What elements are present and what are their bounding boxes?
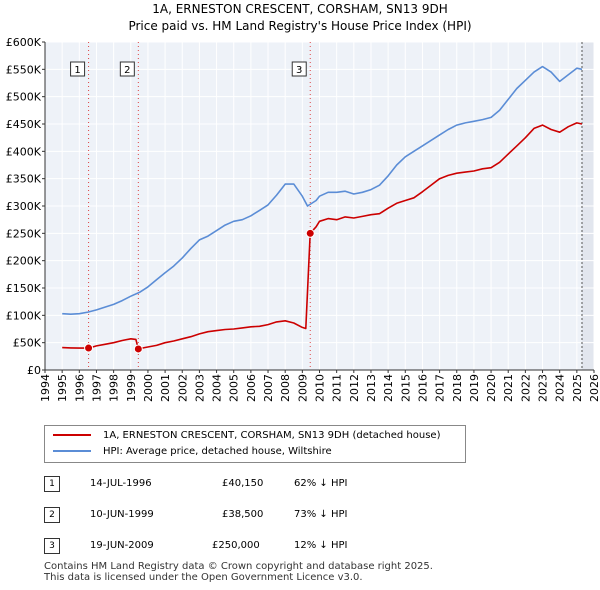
sale-number-badge: 2	[44, 507, 60, 523]
x-tick-label: 2012	[348, 374, 361, 402]
x-tick-label: 1997	[90, 374, 103, 402]
sale-price: £38,500	[222, 509, 264, 520]
x-tick-label: 2016	[416, 374, 429, 402]
sale-price: £40,150	[222, 478, 264, 489]
x-tick-label: 2017	[434, 374, 447, 402]
sale-label-box	[70, 61, 86, 77]
x-tick-label: 2001	[159, 374, 172, 402]
legend-swatch-hpi	[53, 450, 91, 452]
x-tick-label: 2021	[502, 374, 515, 402]
chart-subtitle: Price paid vs. HM Land Registry's House …	[128, 19, 472, 33]
legend: 1A, ERNESTON CRESCENT, CORSHAM, SN13 9DH…	[44, 425, 466, 463]
legend-label-property: 1A, ERNESTON CRESCENT, CORSHAM, SN13 9DH…	[103, 430, 441, 441]
sale-label-box	[119, 61, 135, 77]
x-tick-label: 2018	[451, 374, 464, 402]
x-tick-label: 2006	[245, 374, 258, 402]
x-tick-label: 2002	[176, 374, 189, 402]
legend-item-property: 1A, ERNESTON CRESCENT, CORSHAM, SN13 9DH…	[53, 430, 440, 441]
sale-price: £250,000	[212, 540, 260, 551]
sale-number-badge: 3	[44, 538, 60, 554]
y-tick-label: £250K	[6, 227, 42, 240]
y-tick-label: £400K	[6, 145, 42, 158]
x-tick-label: 2004	[211, 374, 224, 402]
sale-date: 19-JUN-2009	[90, 540, 154, 551]
x-tick-label: 2000	[142, 374, 155, 402]
y-tick-label: £100K	[6, 309, 42, 322]
sale-point	[84, 343, 94, 353]
x-tick-label: 2024	[554, 374, 567, 402]
y-tick-label: £450K	[6, 118, 42, 131]
x-tick-label: 1998	[108, 374, 121, 402]
chart-title: 1A, ERNESTON CRESCENT, CORSHAM, SN13 9DH	[152, 2, 448, 16]
x-tick-label: 1996	[73, 374, 86, 402]
sale-date: 14-JUL-1996	[90, 478, 152, 489]
footer-copyright: Contains HM Land Registry data © Crown c…	[44, 561, 433, 572]
x-tick-label: 2015	[399, 374, 412, 402]
y-tick-label: £50K	[13, 337, 42, 350]
footer-license: This data is licensed under the Open Gov…	[44, 572, 363, 583]
x-tick-label: 2010	[314, 374, 327, 402]
x-tick-label: 2014	[382, 374, 395, 402]
x-tick-label: 2007	[262, 374, 275, 402]
x-tick-label: 2020	[485, 374, 498, 402]
sale-label-text: 3	[296, 65, 302, 76]
x-tick-label: 1999	[125, 374, 138, 402]
sale-point	[133, 344, 143, 354]
x-tick-label: 1994	[39, 374, 52, 402]
sale-point	[305, 228, 315, 238]
sale-number-badge: 1	[44, 476, 60, 492]
price-chart: 1 2 3 £0 £50K £100K £150K £200K £250K £300K £350K £…	[6, 36, 600, 402]
x-tick-label: 2023	[537, 374, 550, 402]
x-tick-label: 2022	[519, 374, 532, 402]
y-tick-label: £350K	[6, 173, 42, 186]
y-tick-label: £550K	[6, 63, 42, 76]
x-tick-label: 1995	[56, 374, 69, 402]
legend-label-hpi: HPI: Average price, detached house, Wilt…	[103, 446, 332, 457]
x-tick-label: 2009	[296, 374, 309, 402]
x-tick-label: 2025	[571, 374, 584, 402]
sale-row-2: 2 10-JUN-1999 £38,500 73% ↓ HPI	[44, 507, 544, 525]
y-tick-label: £200K	[6, 255, 42, 268]
sale-label-text: 2	[124, 65, 130, 76]
x-tick-label: 2008	[279, 374, 292, 402]
y-tick-label: £600K	[6, 36, 42, 49]
sale-hpi-diff: 12% ↓ HPI	[294, 540, 348, 551]
sale-hpi-diff: 62% ↓ HPI	[294, 478, 348, 489]
legend-item-hpi: HPI: Average price, detached house, Wilt…	[53, 446, 332, 457]
legend-swatch-property	[53, 434, 91, 436]
y-tick-label: £150K	[6, 282, 42, 295]
series-line-hpi	[62, 65, 583, 316]
y-tick-label: £0	[27, 364, 41, 377]
x-tick-label: 2003	[193, 374, 206, 402]
sale-row-1: 1 14-JUL-1996 £40,150 62% ↓ HPI	[44, 476, 544, 494]
y-tick-label: £500K	[6, 91, 42, 104]
x-tick-label: 2026	[588, 374, 600, 402]
sale-label-box	[291, 61, 307, 77]
x-tick-label: 2005	[228, 374, 241, 402]
y-tick-label: £300K	[6, 200, 42, 213]
x-tick-label: 2013	[365, 374, 378, 402]
sale-date: 10-JUN-1999	[90, 509, 154, 520]
x-tick-label: 2011	[331, 374, 344, 402]
x-tick-label: 2019	[468, 374, 481, 402]
sale-label-text: 1	[74, 65, 80, 76]
sale-hpi-diff: 73% ↓ HPI	[294, 509, 348, 520]
sale-row-3: 3 19-JUN-2009 £250,000 12% ↓ HPI	[44, 538, 544, 556]
